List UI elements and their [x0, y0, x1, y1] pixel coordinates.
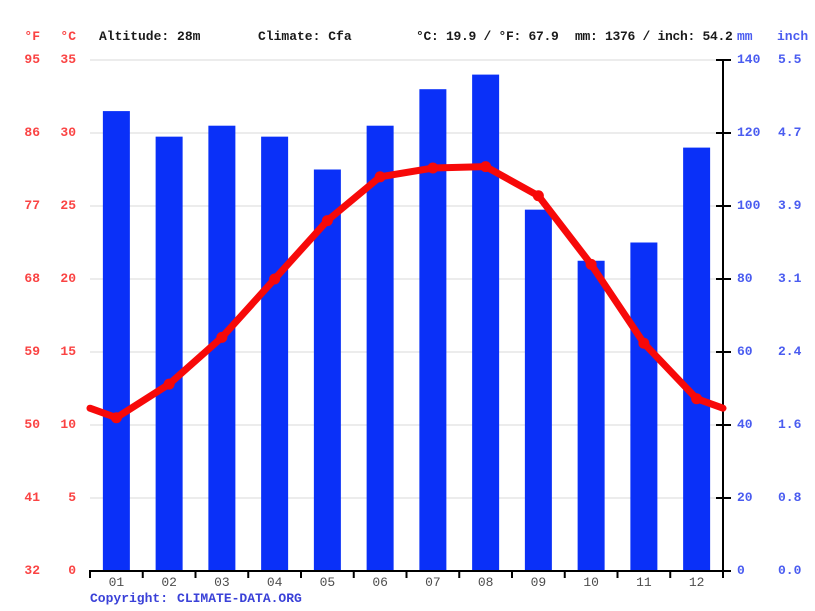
- celsius-tick-label: 15: [60, 344, 76, 359]
- mm-tick-label: 140: [737, 52, 761, 67]
- fahrenheit-tick-label: 77: [24, 198, 40, 213]
- temperature-point: [110, 412, 122, 424]
- precipitation-bar: [683, 147, 711, 571]
- temperature-point: [269, 273, 281, 285]
- temperature-line: [86, 163, 727, 422]
- fahrenheit-axis-title: °F: [24, 29, 40, 44]
- inch-tick-label: 3.1: [778, 271, 802, 286]
- precipitation-bar: [630, 242, 658, 571]
- month-label: 10: [583, 575, 599, 590]
- temperature-point: [427, 162, 439, 174]
- month-label: 08: [477, 575, 494, 590]
- fahrenheit-tick-label: 41: [24, 490, 40, 505]
- temperature-point: [321, 215, 333, 227]
- precipitation-bar: [261, 136, 289, 571]
- month-label: 05: [319, 575, 336, 590]
- mm-tick-label: 20: [737, 490, 753, 505]
- month-label: 11: [636, 575, 652, 590]
- celsius-axis-title: °C: [60, 29, 76, 44]
- mm-tick-label: 80: [737, 271, 753, 286]
- temperature-point: [691, 393, 703, 405]
- temperature-point: [585, 258, 597, 270]
- month-label: 03: [214, 575, 230, 590]
- precipitation-bar: [577, 260, 605, 571]
- temperature-point: [532, 190, 544, 202]
- inch-tick-label: 0.8: [778, 490, 802, 505]
- celsius-tick-label: 30: [60, 125, 76, 140]
- annual-precipitation-text: mm: 1376 / inch: 54.2: [575, 29, 733, 44]
- celsius-tick-label: 25: [60, 198, 76, 213]
- climate-class-text: Climate: Cfa: [258, 29, 352, 44]
- fahrenheit-tick-label: 68: [24, 271, 40, 286]
- precipitation-bar: [102, 111, 130, 571]
- temperature-point: [163, 378, 175, 390]
- celsius-tick-label: 10: [60, 417, 76, 432]
- mm-tick-label: 120: [737, 125, 761, 140]
- inch-tick-label: 4.7: [778, 125, 802, 140]
- temperature-point: [374, 171, 386, 183]
- mm-axis-title: mm: [737, 29, 753, 44]
- celsius-tick-label: 35: [60, 52, 76, 67]
- inch-tick-label: 2.4: [778, 344, 802, 359]
- month-label: 06: [372, 575, 388, 590]
- precipitation-bar: [472, 74, 500, 571]
- copyright-line: Copyright: CLIMATE-DATA.ORG: [90, 591, 302, 606]
- precipitation-bar: [155, 136, 183, 571]
- temperature-point: [480, 161, 492, 173]
- fahrenheit-tick-label: 32: [24, 563, 40, 578]
- inch-tick-label: 1.6: [778, 417, 802, 432]
- altitude-text: Altitude: 28m: [99, 29, 201, 44]
- inch-tick-label: 0.0: [778, 563, 802, 578]
- precipitation-bar: [313, 169, 341, 571]
- month-label: 12: [688, 575, 705, 590]
- mm-tick-label: 100: [737, 198, 761, 213]
- mm-tick-label: 60: [737, 344, 753, 359]
- mean-temperature-text: °C: 19.9 / °F: 67.9: [416, 29, 559, 44]
- temperature-point: [638, 337, 650, 349]
- month-label: 02: [161, 575, 177, 590]
- celsius-tick-label: 0: [68, 563, 76, 578]
- precipitation-bar: [524, 209, 552, 571]
- fahrenheit-tick-label: 95: [24, 52, 40, 67]
- inch-axis-title: inch: [777, 29, 809, 44]
- fahrenheit-tick-label: 50: [24, 417, 40, 432]
- month-label: 07: [425, 575, 441, 590]
- month-label: 04: [266, 575, 283, 590]
- inch-tick-label: 5.5: [778, 52, 802, 67]
- fahrenheit-tick-label: 59: [24, 344, 40, 359]
- month-label: 01: [108, 575, 125, 590]
- celsius-tick-label: 5: [68, 490, 76, 505]
- precipitation-bar: [366, 125, 394, 571]
- precipitation-bar: [419, 89, 447, 571]
- fahrenheit-tick-label: 86: [24, 125, 40, 140]
- mm-tick-label: 40: [737, 417, 753, 432]
- climate-data-org-link[interactable]: CLIMATE-DATA.ORG: [177, 591, 302, 606]
- mm-tick-label: 0: [737, 563, 745, 578]
- inch-tick-label: 3.9: [778, 198, 802, 213]
- copyright-prefix: Copyright:: [90, 591, 169, 606]
- celsius-tick-label: 20: [60, 271, 76, 286]
- month-label: 09: [530, 575, 547, 590]
- temperature-point: [216, 331, 228, 343]
